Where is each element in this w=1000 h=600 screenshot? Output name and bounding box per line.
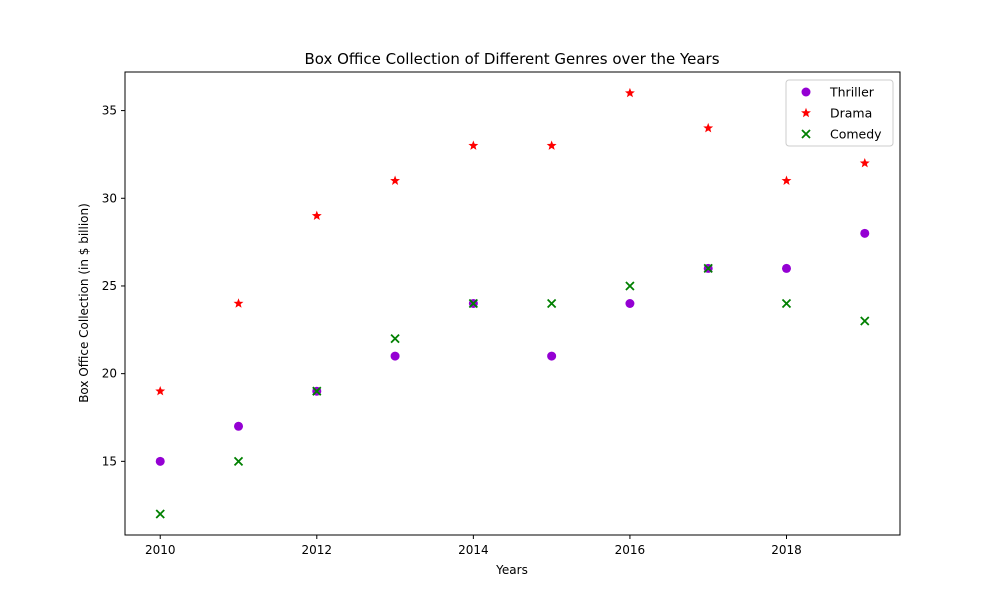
y-tick-label: 30 <box>102 191 117 205</box>
data-point-comedy <box>390 333 400 344</box>
data-point-thriller <box>547 351 557 361</box>
axes-frame <box>124 71 901 536</box>
data-point-comedy <box>312 386 322 396</box>
data-point-drama <box>859 158 870 168</box>
legend: Thriller Drama Comedy <box>785 79 894 147</box>
data-point-drama <box>233 298 244 308</box>
data-point-comedy <box>547 298 557 309</box>
data-point-comedy <box>468 298 478 309</box>
x-axis-label: Years <box>495 563 528 577</box>
legend-marker-drama <box>801 107 811 118</box>
x-tick-label: 2010 <box>145 543 176 557</box>
y-tick-label: 20 <box>102 367 117 381</box>
data-point-comedy <box>703 263 713 274</box>
data-point-drama <box>624 87 635 98</box>
x-tick-label: 2018 <box>771 543 802 557</box>
data-point-comedy <box>860 316 870 326</box>
legend-marker-thriller <box>801 87 811 97</box>
x-tick-label: 2012 <box>302 543 333 557</box>
data-point-thriller <box>390 351 400 361</box>
y-tick-label: 35 <box>102 104 117 118</box>
data-point-drama <box>546 140 557 150</box>
data-point-thriller <box>234 421 244 431</box>
data-point-comedy <box>155 509 165 519</box>
data-point-thriller <box>625 299 635 308</box>
data-point-drama <box>390 175 401 185</box>
y-tick-label: 25 <box>102 279 117 293</box>
data-point-drama <box>311 210 322 221</box>
data-point-comedy <box>233 456 244 466</box>
y-tick-label: 15 <box>102 454 117 468</box>
data-point-thriller <box>860 228 870 238</box>
x-tick-label: 2014 <box>458 543 489 557</box>
data-point-drama <box>468 140 479 150</box>
legend-label-thriller: Thriller <box>829 85 875 100</box>
data-point-drama <box>781 175 792 185</box>
y-axis-label: Box Office Collection (in $ billion) <box>77 203 91 403</box>
data-point-comedy <box>781 298 792 309</box>
plot-area: 2010 2012 2014 2016 2018 15 20 25 30 35 <box>102 71 901 557</box>
series-thriller <box>155 228 870 466</box>
legend-label-comedy: Comedy <box>830 127 882 142</box>
data-point-thriller <box>155 456 165 466</box>
x-tick-label: 2016 <box>615 543 646 557</box>
data-point-drama <box>703 122 714 133</box>
legend-marker-comedy <box>801 129 811 139</box>
legend-label-drama: Drama <box>830 106 872 121</box>
chart-title: Box Office Collection of Different Genre… <box>304 50 719 68</box>
series-drama <box>155 87 870 396</box>
data-point-comedy <box>625 281 635 291</box>
data-point-drama <box>155 385 166 396</box>
series-comedy <box>155 263 870 519</box>
legend-box <box>785 79 894 147</box>
data-point-thriller <box>781 263 791 273</box>
